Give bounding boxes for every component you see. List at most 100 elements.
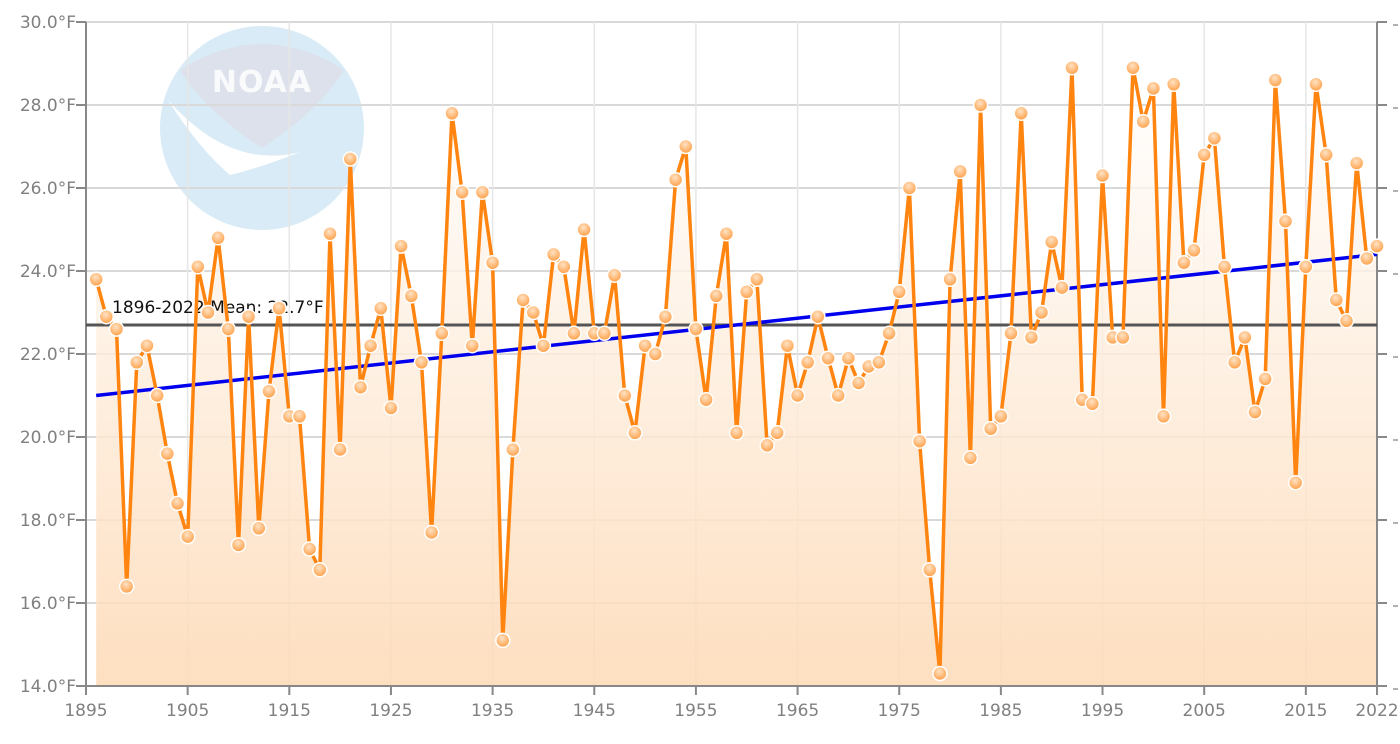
- data-point-marker[interactable]: 2015: 24.1°F: [1298, 259, 1314, 275]
- data-point-marker[interactable]: 1954: 27°F: [678, 138, 694, 155]
- data-point-marker[interactable]: 1930: 22.5°F: [434, 325, 450, 342]
- data-point-marker[interactable]: 1978: 16.8°F: [921, 562, 938, 578]
- data-point-marker[interactable]: 1950: 22.2°F: [637, 337, 653, 354]
- data-point-marker[interactable]: 1971: 21.3°F: [850, 375, 867, 391]
- data-point-marker[interactable]: 1913: 21.1°F: [261, 383, 277, 400]
- data-point-marker[interactable]: 2008: 21.8°F: [1226, 354, 1243, 371]
- data-point-marker[interactable]: 2000: 28.4°F: [1145, 80, 1162, 97]
- data-point-marker[interactable]: 1903: 19.6°F: [159, 445, 176, 462]
- data-point-marker[interactable]: 1933: 22.2°F: [464, 337, 481, 354]
- data-point-marker[interactable]: 1984: 20.2°F: [982, 420, 999, 437]
- data-point-marker[interactable]: 1967: 22.9°F: [810, 308, 826, 325]
- data-point-marker[interactable]: 1983: 28°F: [972, 97, 989, 113]
- data-point-marker[interactable]: 2007: 24.1°F: [1216, 259, 1233, 275]
- data-point-marker[interactable]: 1952: 22.9°F: [657, 308, 674, 325]
- data-point-marker[interactable]: 1957: 23.4°F: [708, 288, 725, 304]
- data-point-marker[interactable]: 1940: 22.2°F: [535, 337, 552, 354]
- data-point-marker[interactable]: 1976: 26°F: [901, 180, 918, 196]
- data-point-marker[interactable]: 1904: 18.4°F: [169, 495, 186, 512]
- data-point-marker[interactable]: 1917: 17.3°F: [301, 541, 318, 557]
- data-point-marker[interactable]: 1924: 23.1°F: [373, 300, 389, 317]
- data-point-marker[interactable]: 1927: 23.4°F: [403, 288, 420, 304]
- data-point-marker[interactable]: 1986: 22.5°F: [1003, 325, 1019, 342]
- data-point-marker[interactable]: 1974: 22.5°F: [881, 325, 897, 342]
- data-point-marker[interactable]: 2022: 24.6°F: [1369, 238, 1385, 254]
- data-point-marker[interactable]: 1958: 24.9°F: [718, 225, 735, 242]
- data-point-marker[interactable]: 2013: 25.2°F: [1277, 213, 1294, 229]
- data-point-marker[interactable]: 1951: 22°F: [647, 346, 664, 362]
- data-point-marker[interactable]: 1938: 23.3°F: [515, 292, 531, 308]
- data-point-marker[interactable]: 1970: 21.9°F: [840, 350, 857, 366]
- data-point-marker[interactable]: 1999: 27.6°F: [1135, 113, 1151, 130]
- data-point-marker[interactable]: 1910: 17.4°F: [230, 537, 247, 553]
- data-point-marker[interactable]: 1947: 23.9°F: [606, 267, 623, 283]
- data-point-marker[interactable]: 1902: 21°F: [149, 387, 165, 404]
- data-point-marker[interactable]: 1898: 22.6°F: [108, 321, 125, 337]
- data-point-marker[interactable]: 2006: 27.2°F: [1206, 130, 1223, 146]
- data-point-marker[interactable]: 2005: 26.8°F: [1196, 147, 1212, 163]
- data-point-marker[interactable]: 1937: 19.7°F: [505, 441, 521, 458]
- data-point-marker[interactable]: 1997: 22.4°F: [1115, 329, 1131, 346]
- data-point-marker[interactable]: 1901: 22.2°F: [139, 337, 155, 354]
- data-point-marker[interactable]: 1916: 20.5°F: [291, 408, 308, 425]
- data-point-marker[interactable]: 1961: 23.8°F: [749, 271, 765, 288]
- data-point-marker[interactable]: 1929: 17.7°F: [423, 524, 440, 541]
- data-point-marker[interactable]: 2017: 26.8°F: [1318, 147, 1334, 163]
- data-point-marker[interactable]: 1949: 20.1°F: [627, 425, 643, 441]
- data-point-marker[interactable]: 2004: 24.5°F: [1186, 242, 1202, 259]
- data-point-marker[interactable]: 1962: 19.8°F: [759, 437, 775, 454]
- data-point-marker[interactable]: 2001: 20.5°F: [1155, 408, 1172, 425]
- data-point-marker[interactable]: 1932: 25.9°F: [454, 184, 470, 200]
- data-point-marker[interactable]: 2009: 22.4°F: [1237, 329, 1253, 346]
- data-point-marker[interactable]: 1920: 19.7°F: [332, 441, 348, 458]
- data-point-marker[interactable]: 1992: 28.9°F: [1064, 59, 1080, 76]
- data-point-marker[interactable]: 1928: 21.8°F: [413, 354, 430, 371]
- data-point-marker[interactable]: 1973: 21.8°F: [871, 354, 887, 371]
- data-point-marker[interactable]: 1960: 23.5°F: [738, 284, 755, 300]
- data-point-marker[interactable]: 1966: 21.8°F: [799, 354, 816, 371]
- data-point-marker[interactable]: 1926: 24.6°F: [393, 238, 409, 254]
- data-point-marker[interactable]: 1918: 16.8°F: [312, 562, 328, 578]
- data-point-marker[interactable]: 1899: 16.4°F: [118, 578, 135, 595]
- data-point-marker[interactable]: 2002: 28.5°F: [1165, 76, 1182, 93]
- data-point-marker[interactable]: 1990: 24.7°F: [1043, 234, 1060, 250]
- data-point-marker[interactable]: 1968: 21.9°F: [820, 350, 836, 366]
- data-point-marker[interactable]: 1897: 22.9°F: [98, 308, 115, 325]
- data-point-marker[interactable]: 1914: 23.1°F: [271, 300, 287, 317]
- data-point-marker[interactable]: 1965: 21°F: [789, 387, 806, 404]
- data-point-marker[interactable]: 1987: 27.8°F: [1013, 105, 1029, 122]
- data-point-marker[interactable]: 1936: 15.1°F: [495, 632, 511, 649]
- data-point-marker[interactable]: 1959: 20.1°F: [728, 425, 745, 441]
- data-point-marker[interactable]: 1905: 17.6°F: [179, 528, 196, 545]
- data-point-marker[interactable]: 2012: 28.6°F: [1267, 72, 1284, 88]
- data-point-marker[interactable]: 1907: 23°F: [200, 304, 216, 321]
- data-point-marker[interactable]: 1944: 25°F: [576, 221, 592, 238]
- data-point-marker[interactable]: 2010: 20.6°F: [1247, 404, 1263, 420]
- data-point-marker[interactable]: 1909: 22.6°F: [220, 321, 237, 337]
- data-point-marker[interactable]: 1975: 23.5°F: [891, 284, 907, 300]
- data-point-marker[interactable]: 1991: 23.6°F: [1054, 279, 1070, 296]
- data-point-marker[interactable]: 1964: 22.2°F: [779, 337, 796, 354]
- data-point-marker[interactable]: 2020: 26.6°F: [1348, 155, 1365, 171]
- data-point-marker[interactable]: 1948: 21°F: [617, 387, 633, 404]
- data-point-marker[interactable]: 1977: 19.9°F: [911, 433, 928, 449]
- data-point-marker[interactable]: 1906: 24.1°F: [190, 259, 206, 275]
- data-point-marker[interactable]: 1912: 17.8°F: [251, 520, 267, 537]
- data-point-marker[interactable]: 1953: 26.2°F: [667, 171, 684, 188]
- data-point-marker[interactable]: 1989: 23°F: [1033, 304, 1050, 321]
- data-point-marker[interactable]: 1969: 21°F: [830, 387, 846, 404]
- data-point-marker[interactable]: 1921: 26.7°F: [342, 151, 359, 167]
- data-point-marker[interactable]: 1939: 23°F: [525, 304, 542, 321]
- data-point-marker[interactable]: 1919: 24.9°F: [322, 225, 338, 242]
- data-point-marker[interactable]: 1985: 20.5°F: [993, 408, 1009, 425]
- data-point-marker[interactable]: 2016: 28.5°F: [1308, 76, 1324, 93]
- data-point-marker[interactable]: 1994: 20.8°F: [1084, 396, 1101, 412]
- data-point-marker[interactable]: 1963: 20.1°F: [769, 425, 785, 441]
- data-point-marker[interactable]: 1911: 22.9°F: [240, 308, 257, 325]
- data-point-marker[interactable]: 1942: 24.1°F: [556, 259, 572, 275]
- data-point-marker[interactable]: 1981: 26.4°F: [952, 163, 968, 180]
- data-point-marker[interactable]: 2019: 22.8°F: [1338, 313, 1355, 329]
- data-point-marker[interactable]: 1982: 19.5°F: [962, 450, 979, 466]
- data-point-marker[interactable]: 1908: 24.8°F: [210, 230, 226, 246]
- data-point-marker[interactable]: 2018: 23.3°F: [1328, 292, 1345, 308]
